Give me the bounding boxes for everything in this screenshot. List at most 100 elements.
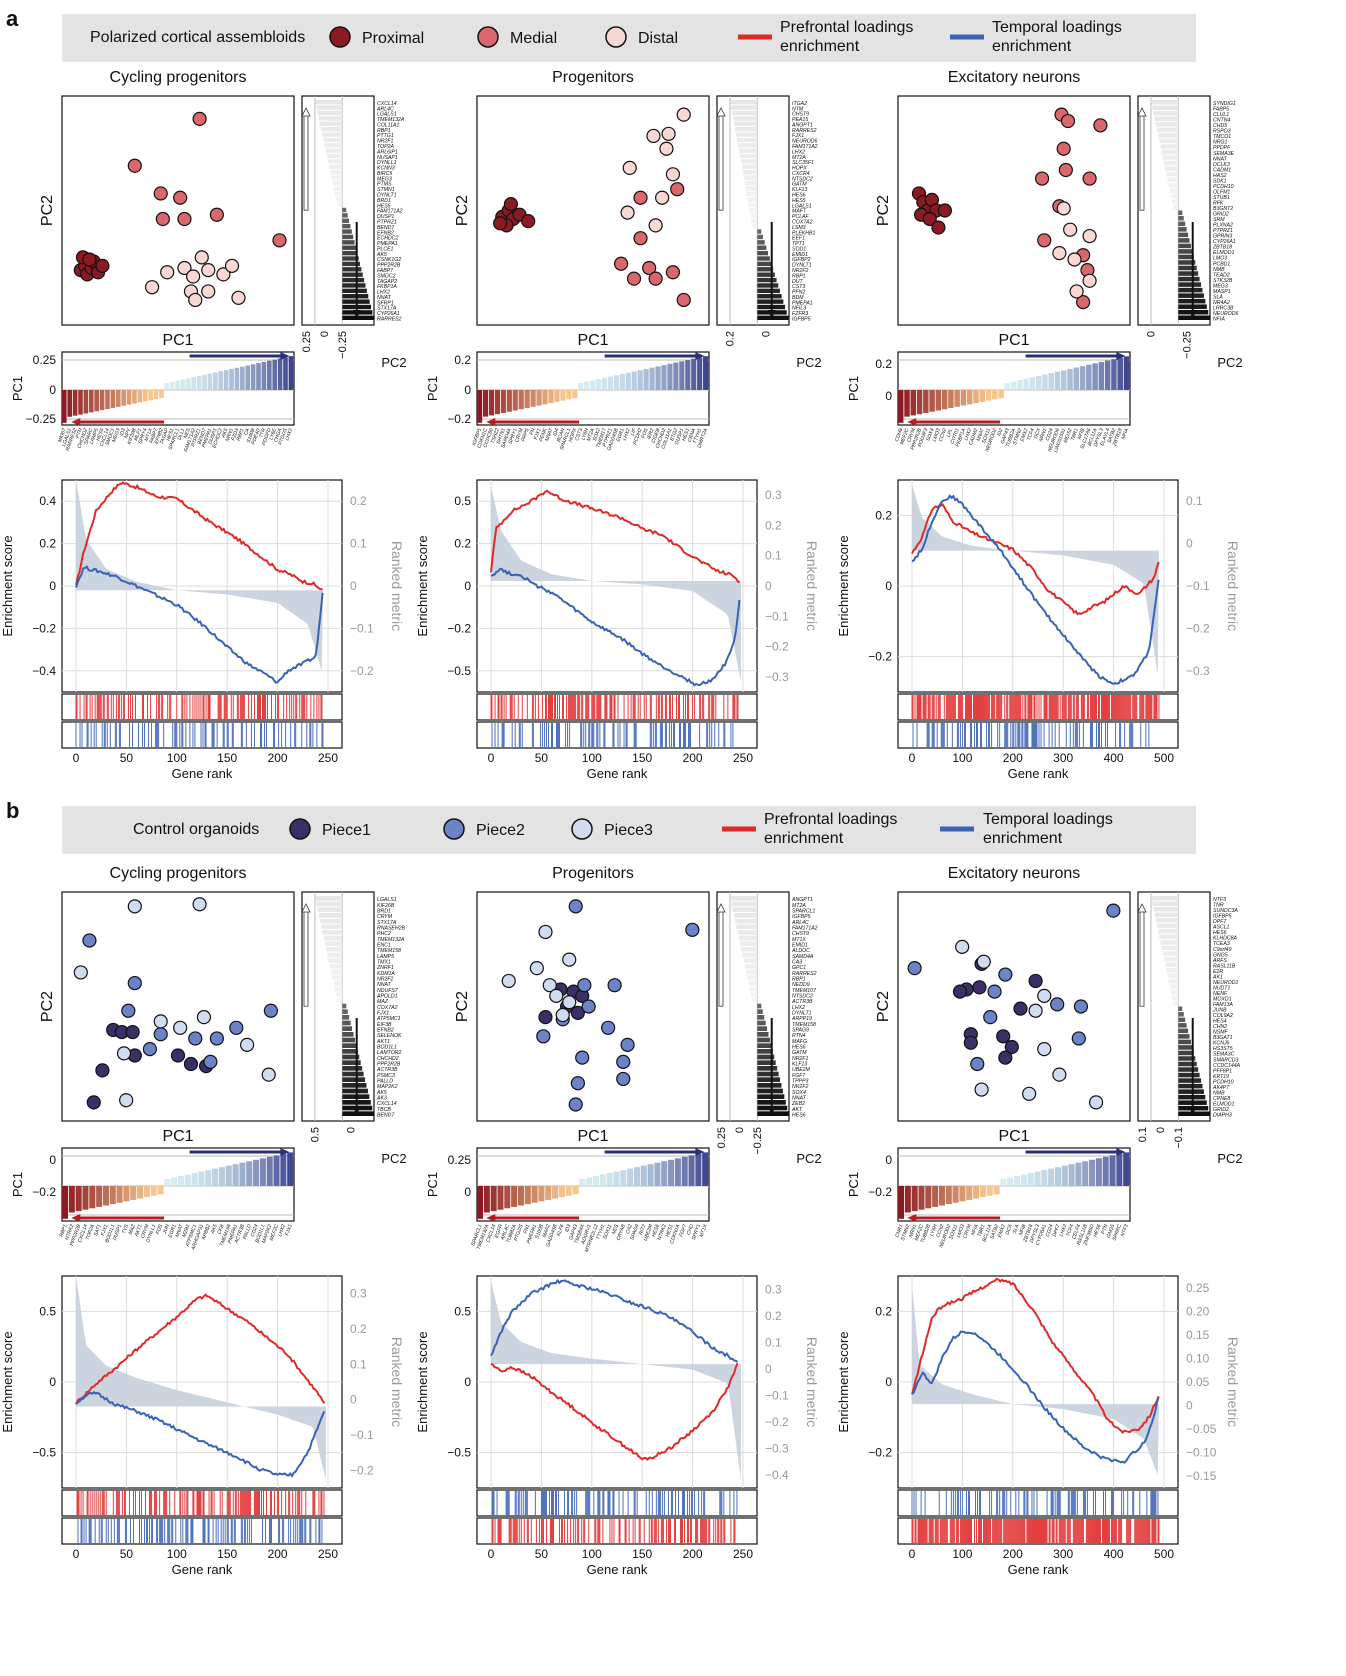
pc1-gene-label: MEF2C (899, 427, 911, 445)
pc1-bar (62, 389, 67, 423)
pc1-bar (530, 389, 536, 407)
pc1-bar (697, 357, 703, 390)
pc1-arrow-right-head (280, 352, 290, 360)
pc2-gene-label: CHCHD2 (377, 1056, 399, 1062)
pc1-bar (1029, 377, 1036, 390)
pc2-arrow-down-head (352, 310, 361, 319)
subplot-title: Progenitors (552, 69, 634, 86)
pc1-gene-label: TBR1 (977, 1223, 987, 1237)
pc1-gene-label: MEF2C (914, 1223, 926, 1241)
pc2-bar (1178, 1034, 1190, 1039)
gsea-ytick: 0 (885, 1375, 892, 1389)
pc1-bar (613, 1171, 620, 1186)
pc2-gene-label: CNTN4 (1213, 118, 1230, 124)
pca-xlabel: PC1 (998, 1128, 1029, 1145)
pc1-bar (941, 389, 948, 410)
pc2-gene-label: NMB (1213, 1090, 1225, 1096)
pc1-bar (593, 1176, 600, 1186)
pc1-bar (1117, 357, 1123, 390)
gsea-xtick: 50 (120, 1547, 134, 1561)
pc2-bar (757, 1077, 781, 1082)
pc1-bar (1089, 1159, 1096, 1186)
pc1-bar (655, 366, 661, 390)
gsea-ytick: 0 (49, 579, 56, 593)
pc2-bar (1163, 160, 1179, 166)
pc1-gene-label: MT1X (144, 427, 154, 442)
gsea-xlabel: Gene rank (172, 1562, 233, 1577)
pc1-gene-label: ID2 (996, 427, 1004, 437)
pc2-gene-label: IGFBP5 (1213, 914, 1232, 920)
pc1-gene-label: EGR1 (168, 1223, 178, 1238)
scatter-point (201, 284, 216, 299)
scatter-point (86, 1095, 101, 1110)
pc1-bar (245, 365, 251, 390)
pc1-bar (186, 378, 191, 390)
ranked-metric-area (76, 1276, 326, 1480)
pc2-gene-label: LHX2 (792, 149, 805, 155)
pc2-gene-label: JUNB (1212, 1008, 1227, 1014)
pc2-gene-label: LMO3 (1213, 256, 1227, 262)
pc1-gene-label: TBR1 (1070, 427, 1080, 441)
prefrontal-enrichment-line (911, 502, 1160, 616)
pc1-bar (240, 366, 245, 390)
legend: Polarized cortical assembloids Proximal Me… (62, 14, 1196, 62)
pc1-gene-label: LY6H (580, 427, 590, 441)
pc2-gene-label: SAMD4A (792, 954, 814, 960)
pc2-bar (757, 288, 780, 294)
pc1-bar (99, 389, 105, 411)
gsea-y2tick: −0.1 (350, 1428, 374, 1442)
pc2-bar (757, 1037, 770, 1043)
pc2-bar (332, 180, 343, 186)
pc1-bar (925, 1185, 932, 1209)
pc2-bar (757, 294, 782, 299)
pc2-bar (320, 918, 343, 924)
pc2-bar (1167, 973, 1179, 978)
scatter-point (173, 190, 188, 205)
pc2-gene-label: CLUL1 (1213, 112, 1229, 118)
scatter-point (998, 1050, 1013, 1065)
pc2-arrow-up-head (716, 107, 726, 117)
pc2-gene-label: CXCL14 (377, 1101, 397, 1107)
gsea-xtick: 0 (73, 1547, 80, 1561)
pc2-gene-label: MAP2K2 (377, 1084, 398, 1090)
pc1-gene-label: NTRK2 (657, 1223, 668, 1241)
scatter-point (201, 263, 216, 278)
gsea-ytick: −0.5 (447, 1446, 471, 1460)
gsea-y2tick: −0.3 (1186, 664, 1210, 678)
pc2-gene-label: BEND7 (377, 1113, 395, 1119)
pc1-gene-label: CRNA (687, 427, 698, 443)
pc1-bar (910, 389, 917, 416)
pc1-bar (82, 1185, 89, 1210)
scatter-point (1052, 1067, 1067, 1082)
pc1-gene-label: S100B (534, 1223, 545, 1240)
pc2-gene-label: CST3 (792, 284, 805, 290)
scatter-point (493, 216, 508, 231)
pc1-gene-label: CELF4 (1071, 1223, 1082, 1240)
pc2-bar (331, 969, 343, 975)
pc1-gene-label: NTF3 (1120, 1223, 1130, 1237)
pc2-gene-label: NNAT (792, 1096, 807, 1102)
subplot-group: Progenitors PC1 PC2 ANGPT1MT2ASPARCL1IGFBP5… (415, 865, 822, 1577)
pc1-bar (253, 1159, 260, 1186)
legend-group-label: Distal (638, 30, 678, 47)
pc1-gene-label: GAP43 (1000, 427, 1011, 444)
scatter-point (1106, 903, 1121, 918)
pc2-bar (1162, 951, 1179, 956)
pc2-gene-label: FZFR3 (792, 311, 808, 317)
pc2-gene-label: TAGAP2 (377, 279, 397, 285)
scatter-point (125, 1024, 140, 1040)
pc2-gene-label: CHN2 (1213, 1024, 1227, 1030)
legend-marker (443, 818, 465, 840)
hit-strip-frame (897, 721, 1179, 749)
pc1-gene-label: HES1 (681, 427, 691, 442)
pc1-gene-label: CKB (216, 1223, 225, 1235)
gsea-y2tick: 0 (350, 1393, 357, 1407)
pc2-bar (342, 218, 350, 223)
scatter-point (1088, 1095, 1104, 1110)
pc1-gene-label: CST3 (574, 427, 584, 441)
pc2-gene-label: MAFG (792, 1039, 807, 1045)
gsea-xtick: 250 (318, 1547, 338, 1561)
scatter-point (188, 1031, 203, 1046)
pc2-gene-label: B3GAT1 (1213, 1035, 1233, 1041)
scatter-point (1069, 284, 1084, 299)
